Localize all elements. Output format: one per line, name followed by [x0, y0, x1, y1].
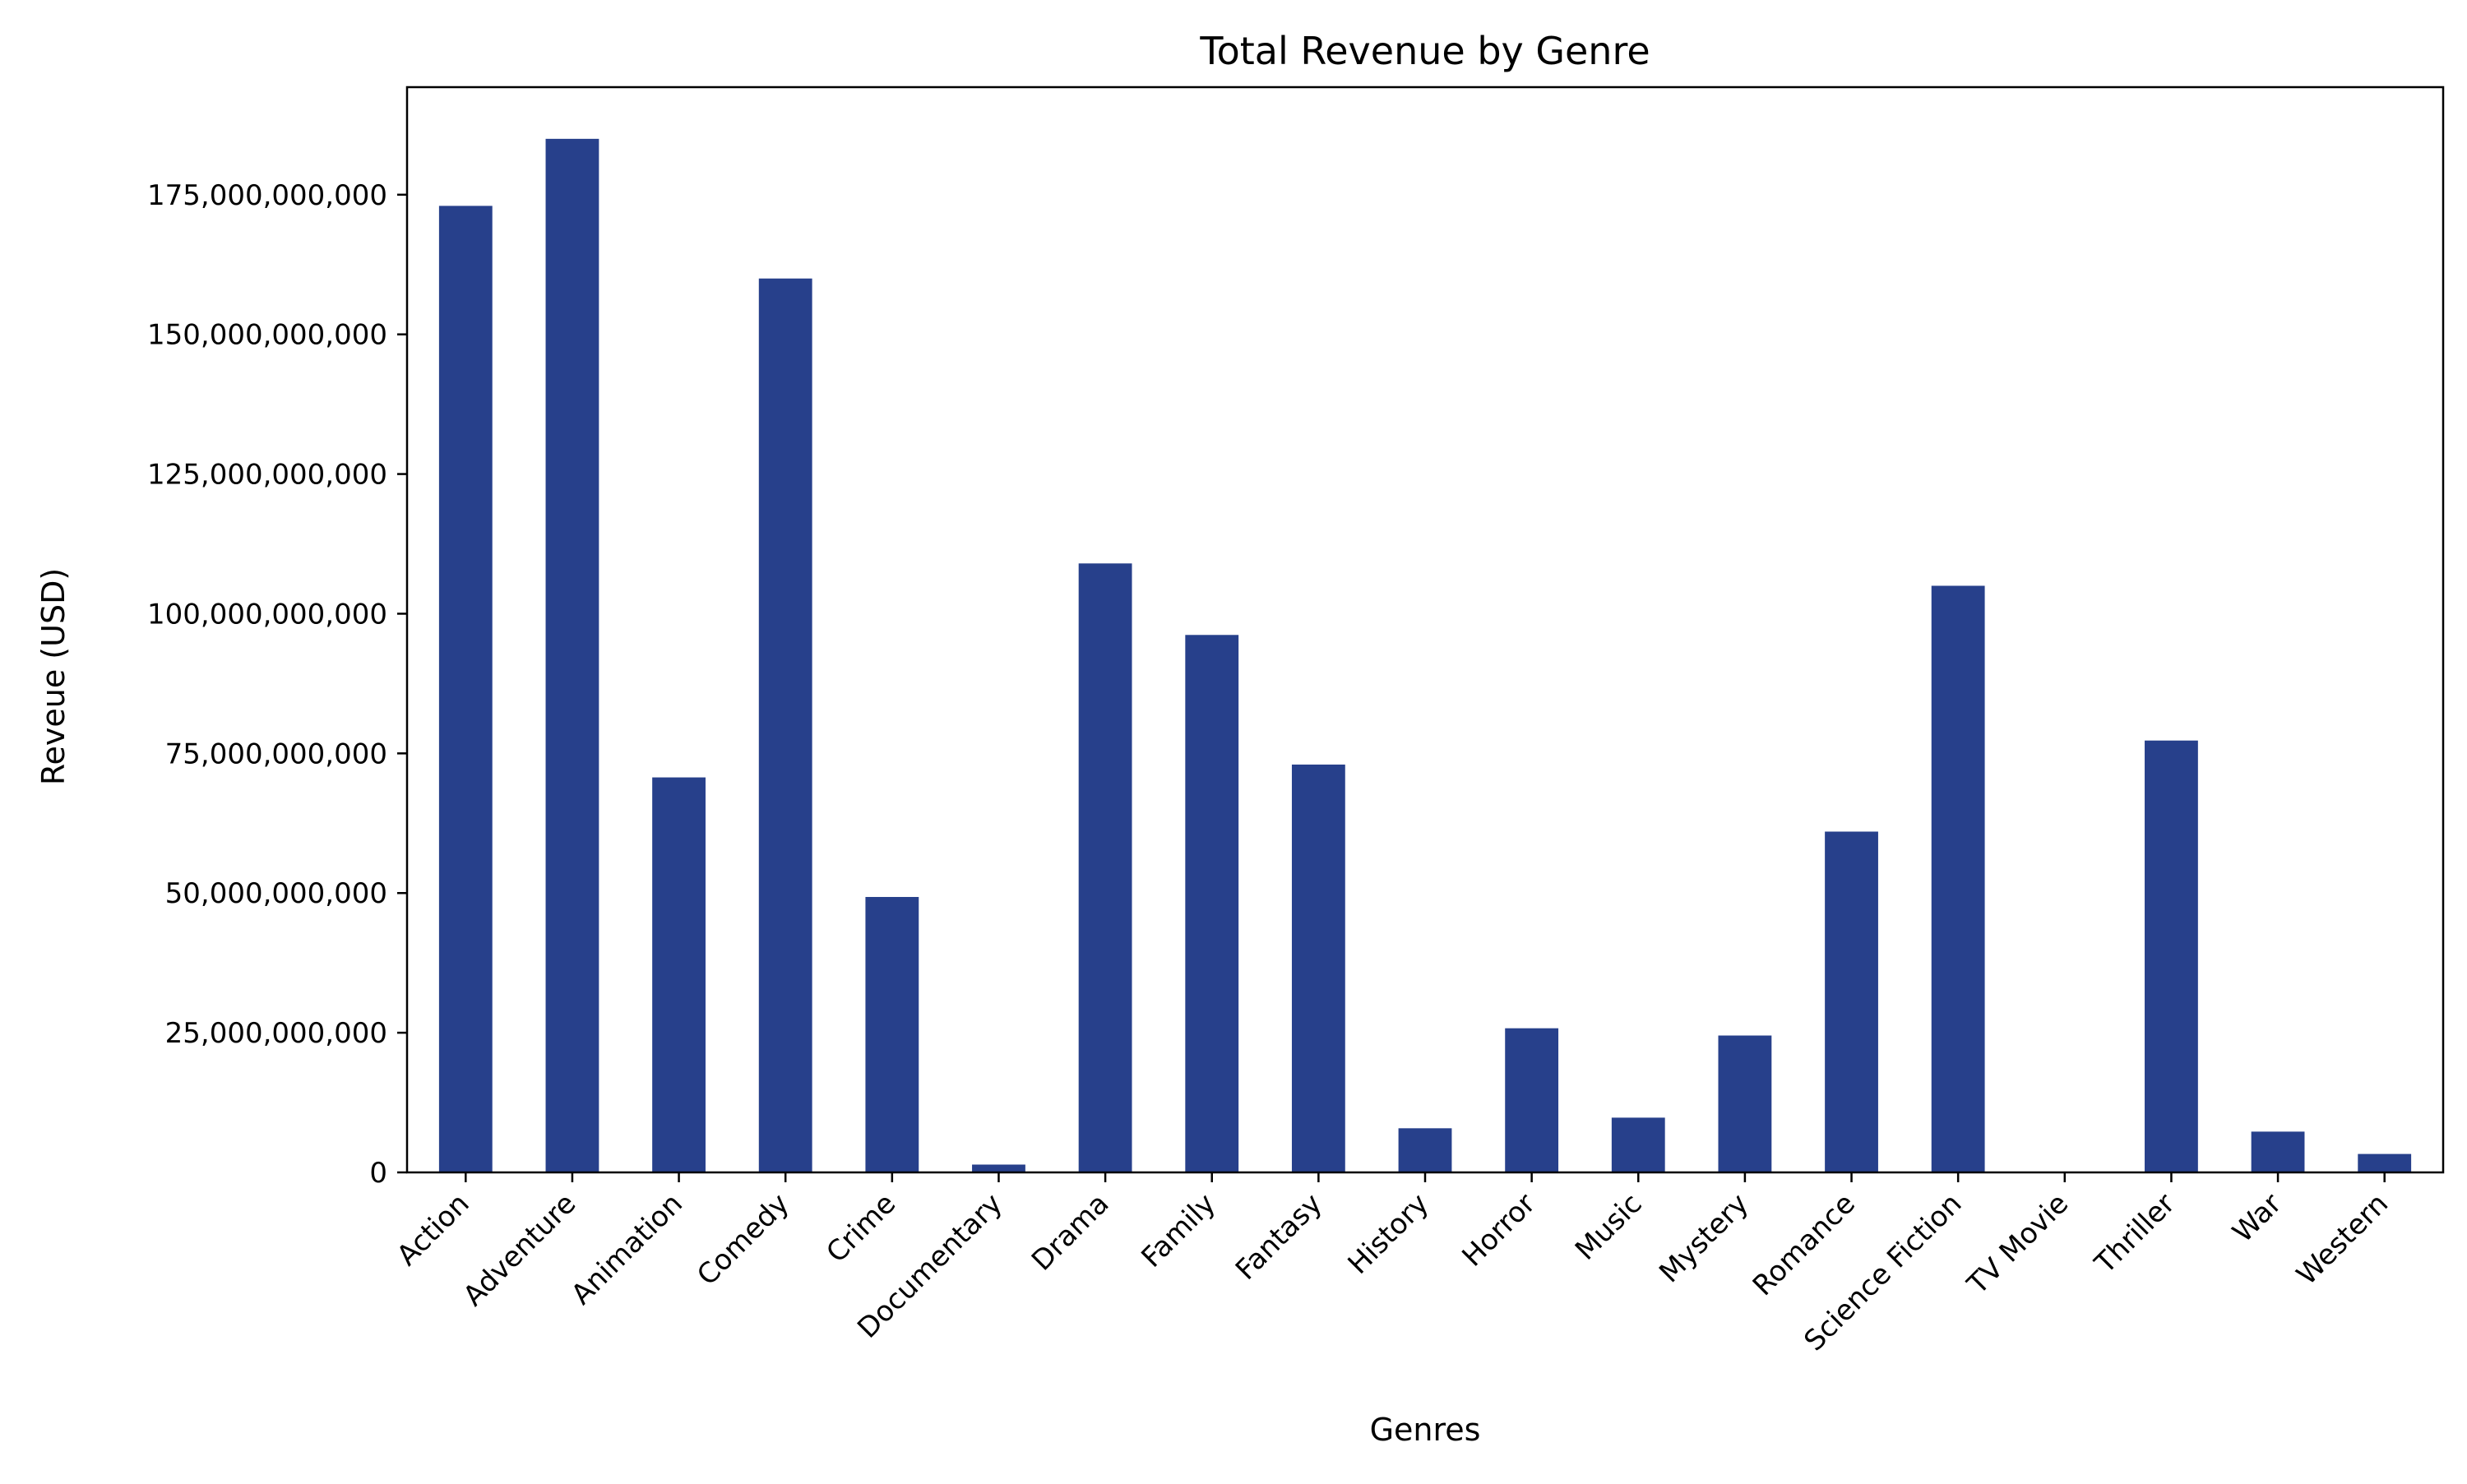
- bar-romance: [1825, 831, 1878, 1172]
- bars-group: [438, 138, 2412, 1172]
- bar-western: [2358, 1153, 2412, 1172]
- bar-history: [1398, 1128, 1452, 1172]
- y-tick-label: 0: [369, 1157, 387, 1190]
- y-axis-ticks: 0 25,000,000,000 50,000,000,000 75,000,000,…: [147, 179, 407, 1190]
- bar-science-fiction: [1931, 585, 1985, 1172]
- bar-action: [438, 206, 493, 1172]
- bar-documentary: [972, 1164, 1025, 1172]
- bar-fantasy: [1291, 764, 1345, 1172]
- y-tick-label: 150,000,000,000: [147, 319, 387, 352]
- bar-family: [1185, 635, 1239, 1172]
- y-tick-label: 50,000,000,000: [165, 877, 387, 910]
- bar-music: [1611, 1117, 1665, 1172]
- x-axis-label: Genres: [1370, 1412, 1481, 1448]
- bar-comedy: [758, 278, 812, 1172]
- plot-frame: [405, 86, 2445, 1174]
- bar-drama: [1078, 563, 1132, 1172]
- y-tick-label: 75,000,000,000: [165, 737, 387, 770]
- y-axis-label: Reveue (USD): [35, 568, 72, 785]
- bar-crime: [865, 896, 919, 1172]
- bar-thriller: [2145, 740, 2198, 1172]
- y-tick-label: 100,000,000,000: [147, 598, 387, 631]
- y-tick-label: 175,000,000,000: [147, 179, 387, 212]
- bar-animation: [652, 777, 706, 1172]
- bar-adventure: [545, 138, 599, 1172]
- bar-horror: [1505, 1028, 1559, 1172]
- y-tick-label: 125,000,000,000: [147, 459, 387, 492]
- chart-title: Total Revenue by Genre: [1199, 29, 1650, 73]
- y-tick-label: 25,000,000,000: [165, 1017, 387, 1050]
- bar-mystery: [1718, 1035, 1772, 1172]
- bar-war: [2251, 1131, 2305, 1172]
